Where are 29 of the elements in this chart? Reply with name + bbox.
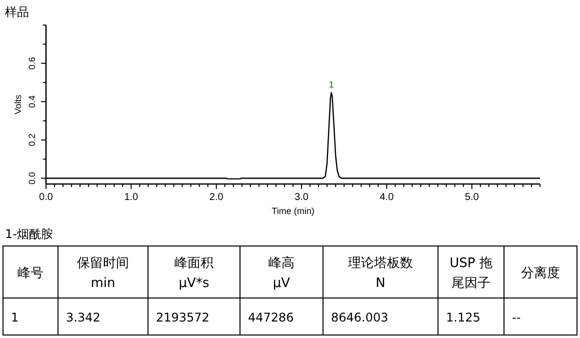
x-tick-label: 5.0 xyxy=(464,192,480,203)
annotation: 1 xyxy=(328,80,334,90)
x-tick-label: 3.0 xyxy=(294,192,309,203)
text: 峰面积 μV*s xyxy=(174,256,214,291)
text: 理论塔板数 N xyxy=(348,256,413,291)
text: USP 拖尾因子 xyxy=(450,256,492,291)
text: 1.125 xyxy=(446,310,480,324)
text: 1 xyxy=(11,310,19,324)
text: -- xyxy=(512,310,521,324)
y-tick-label: 0.4 xyxy=(27,95,38,108)
text: 3.342 xyxy=(66,310,100,324)
x-tick-label: 0.0 xyxy=(39,192,54,203)
text: 1-烟酰胺 xyxy=(5,227,53,241)
chart-title: 样品 xyxy=(5,5,29,19)
x-tick-label: 1.0 xyxy=(124,192,139,203)
text: 分离度 xyxy=(521,265,560,281)
y-axis-title: Volts xyxy=(13,94,24,114)
text: 2193572 xyxy=(156,310,210,324)
y-tick-label: 0.0 xyxy=(27,172,38,185)
text: 8646.003 xyxy=(331,310,388,324)
y-tick-label: 0.2 xyxy=(27,134,38,146)
y-tick-label: 0.6 xyxy=(27,57,38,70)
text: 447286 xyxy=(248,310,294,324)
text: 峰高 μV xyxy=(268,255,294,291)
x-tick-label: 4.0 xyxy=(380,192,394,203)
text: 峰号 xyxy=(18,266,44,281)
text: 保留时间 min xyxy=(77,256,129,291)
x-tick-label: 2.0 xyxy=(209,192,224,203)
x-axis-title: Time (min) xyxy=(272,206,314,216)
